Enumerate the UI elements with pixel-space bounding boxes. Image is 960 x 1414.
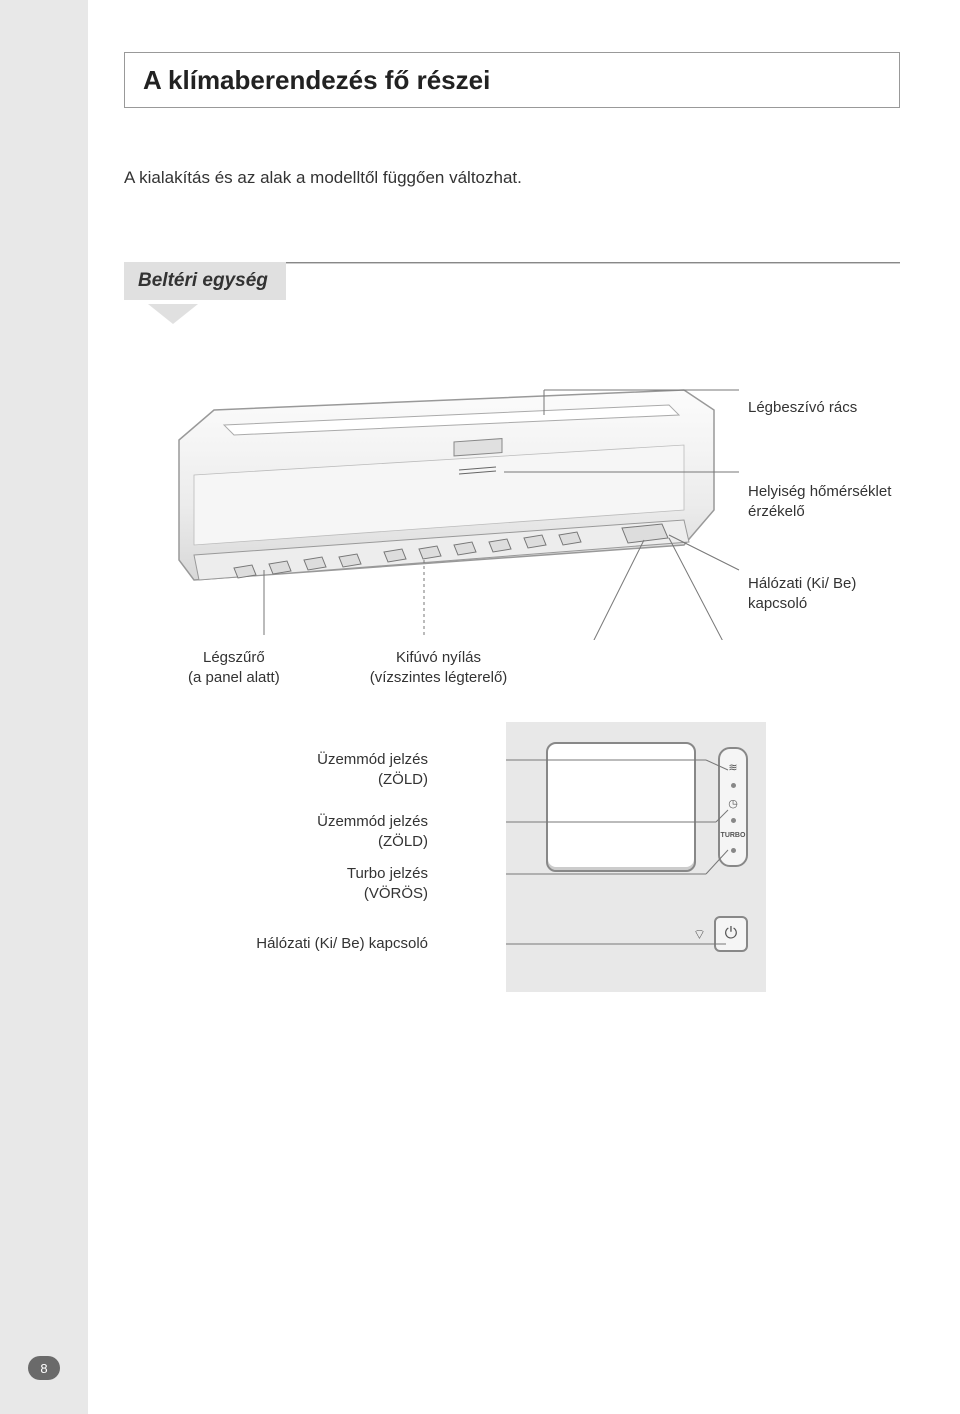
section-tab: Beltéri egység xyxy=(124,262,286,300)
page-number: 8 xyxy=(28,1356,60,1380)
page-left-margin xyxy=(0,0,88,1414)
led-dot-3 xyxy=(731,848,736,853)
indicator-power-switch: Hálózati (Ki/ Be) kapcsoló xyxy=(256,934,428,954)
callout-power-switch: Hálózati (Ki/ Be) kapcsoló xyxy=(748,574,856,613)
callout-temp-sensor: Helyiség hőmérséklet érzékelő xyxy=(748,482,891,521)
label-filter-l2: (a panel alatt) xyxy=(188,669,280,686)
power-button[interactable]: ⏻ xyxy=(714,916,748,952)
indoor-unit-illustration xyxy=(124,380,744,640)
bottom-labels-row: Légszűrő (a panel alatt) Kifúvó nyílás (… xyxy=(188,648,688,687)
indicator-mode-2: Üzemmód jelzés (ZÖLD) xyxy=(317,812,428,851)
turbo-icon: TURBO xyxy=(721,832,746,839)
label-filter-l1: Légszűrő xyxy=(203,649,265,666)
ind-turbo-l1: Turbo jelzés xyxy=(347,865,428,882)
indicator-led-strip: ≋ ◷ TURBO xyxy=(718,747,748,867)
callout-temp-sensor-l2: érzékelő xyxy=(748,503,805,520)
ind-mode2-l1: Üzemmód jelzés xyxy=(317,813,428,830)
callout-power-l2: kapcsoló xyxy=(748,595,807,612)
label-outlet-l1: Kifúvó nyílás xyxy=(396,649,481,666)
ind-mode1-l2: (ZÖLD) xyxy=(378,771,428,788)
callout-air-intake: Légbeszívó rács xyxy=(748,398,857,418)
page-content: A klímaberendezés fő részei A kialakítás… xyxy=(88,0,960,1414)
ind-mode1-l1: Üzemmód jelzés xyxy=(317,751,428,768)
led-dot-1 xyxy=(731,783,736,788)
ind-mode2-l2: (ZÖLD) xyxy=(378,833,428,850)
title-bar: A klímaberendezés fő részei xyxy=(124,52,900,108)
label-air-filter: Légszűrő (a panel alatt) xyxy=(188,648,280,687)
indicator-screen xyxy=(546,742,696,872)
indicator-turbo: Turbo jelzés (VÖRÖS) xyxy=(347,864,428,903)
section-header: Beltéri egység xyxy=(124,262,900,300)
ind-turbo-l2: (VÖRÖS) xyxy=(364,885,428,902)
indicator-diagram: ≋ ◷ TURBO ⌔ ⏻ Üzemmód jelzés xyxy=(188,722,838,1002)
callout-power-l1: Hálózati (Ki/ Be) xyxy=(748,575,856,592)
clock-icon: ◷ xyxy=(728,797,738,810)
callout-temp-sensor-l1: Helyiség hőmérséklet xyxy=(748,483,891,500)
indicator-mode-1: Üzemmód jelzés (ZÖLD) xyxy=(317,750,428,789)
wave-icon: ≋ xyxy=(728,761,737,774)
label-outlet-l2: (vízszintes légterelő) xyxy=(370,669,508,686)
led-dot-2 xyxy=(731,818,736,823)
intro-text: A kialakítás és az alak a modelltől függ… xyxy=(124,168,522,188)
indicator-panel: ≋ ◷ TURBO ⌔ ⏻ xyxy=(506,722,766,992)
page-title: A klímaberendezés fő részei xyxy=(143,65,490,96)
label-air-outlet: Kifúvó nyílás (vízszintes légterelő) xyxy=(370,648,508,687)
section-arrow-icon xyxy=(148,304,198,324)
wifi-icon: ⌔ xyxy=(693,926,706,944)
